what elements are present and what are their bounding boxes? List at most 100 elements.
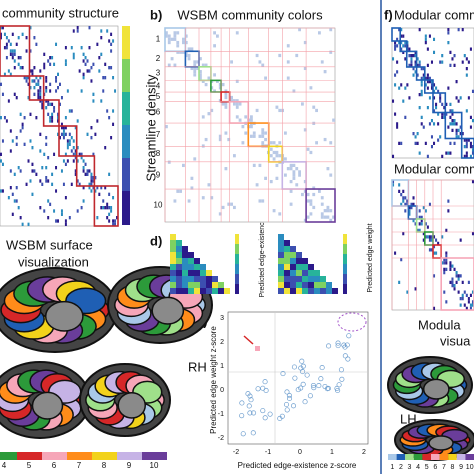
matrix-cell bbox=[187, 57, 191, 61]
matrix-cell bbox=[428, 238, 431, 242]
matrix-cell bbox=[424, 141, 427, 145]
matrix-cell bbox=[457, 274, 460, 278]
matrix-cell bbox=[441, 115, 444, 119]
tri-cell bbox=[308, 264, 314, 270]
matrix-cell bbox=[33, 79, 36, 83]
tri-cell bbox=[296, 288, 302, 294]
colorbar-label: 8 bbox=[102, 461, 107, 470]
matrix-cell bbox=[92, 186, 95, 190]
matrix-cell bbox=[422, 67, 425, 71]
matrix-cell bbox=[108, 172, 111, 176]
matrix-cell bbox=[309, 212, 313, 216]
tri-cell bbox=[170, 258, 176, 264]
matrix-cell bbox=[15, 42, 18, 46]
matrix-cell bbox=[312, 186, 316, 190]
matrix-cell bbox=[60, 209, 63, 213]
tri-cell bbox=[188, 270, 194, 276]
matrix-cell bbox=[465, 109, 468, 113]
scatter-point bbox=[298, 385, 304, 391]
matrix-cell bbox=[428, 122, 431, 126]
matrix-cell bbox=[406, 199, 409, 203]
matrix-cell bbox=[465, 138, 468, 142]
matrix-cell bbox=[207, 183, 211, 187]
matrix-cell bbox=[471, 300, 474, 304]
matrix-cell bbox=[284, 173, 287, 177]
tri-cell bbox=[170, 246, 176, 252]
tri-cell bbox=[278, 258, 284, 264]
matrix-cell bbox=[289, 189, 293, 193]
matrix-cell bbox=[416, 57, 419, 61]
brain bbox=[0, 267, 118, 353]
tri-cell bbox=[188, 282, 194, 288]
row-label: 8 bbox=[156, 149, 161, 158]
matrix-cell bbox=[449, 115, 452, 119]
scatter-point bbox=[286, 393, 292, 399]
matrix-cell bbox=[414, 60, 417, 64]
matrix-cell bbox=[3, 72, 6, 76]
matrix-cell bbox=[412, 202, 415, 206]
colorbar-segment bbox=[67, 452, 92, 460]
matrix-cell bbox=[92, 176, 95, 180]
matrix-cell bbox=[455, 132, 458, 136]
matrix-cell bbox=[68, 139, 71, 143]
matrix-cell bbox=[70, 109, 73, 113]
matrix-cell bbox=[424, 37, 427, 41]
matrix-cell bbox=[430, 235, 433, 239]
scatter-point bbox=[260, 385, 266, 391]
matrix-cell bbox=[66, 142, 69, 146]
matrix-cell bbox=[298, 170, 301, 174]
matrix-cell bbox=[9, 42, 12, 46]
matrix-cell bbox=[455, 96, 458, 100]
matrix-cell bbox=[19, 112, 22, 116]
tri-cell bbox=[176, 240, 182, 246]
matrix-cell bbox=[227, 137, 231, 142]
scatter-point bbox=[251, 410, 257, 416]
matrix-cell bbox=[455, 135, 458, 139]
matrix-cell bbox=[433, 50, 436, 54]
matrix-cell bbox=[55, 79, 58, 83]
matrix-cell bbox=[303, 179, 307, 184]
matrix-cell bbox=[15, 136, 18, 140]
matrix-cell bbox=[443, 261, 446, 265]
matrix-cell bbox=[461, 293, 464, 297]
row-label: 9 bbox=[156, 171, 161, 180]
matrix-cell bbox=[49, 82, 52, 86]
matrix-cell bbox=[412, 132, 415, 136]
matrix-cell bbox=[41, 106, 44, 110]
matrix-cell bbox=[269, 179, 273, 184]
colorbar-segment bbox=[92, 452, 117, 460]
matrix-cell bbox=[471, 151, 474, 155]
matrix-cell bbox=[463, 54, 466, 58]
matrix-cell bbox=[255, 183, 259, 187]
matrix-cell bbox=[412, 54, 415, 58]
matrix-cell bbox=[45, 106, 48, 110]
matrix-cell bbox=[114, 219, 117, 223]
matrix-cell bbox=[451, 284, 454, 288]
matrix-cell bbox=[76, 146, 79, 150]
matrix-cell bbox=[106, 109, 109, 113]
y-tick-label: 3 bbox=[220, 315, 224, 322]
matrix-cell bbox=[451, 277, 454, 281]
matrix-cell bbox=[420, 67, 423, 71]
matrix-cell bbox=[303, 40, 307, 45]
panel-c-title: visualization bbox=[18, 254, 89, 269]
y-tick-label: -2 bbox=[218, 435, 224, 442]
row-label: 3 bbox=[156, 69, 161, 78]
tri-cell bbox=[170, 252, 176, 258]
matrix-cell bbox=[469, 47, 472, 51]
matrix-cell bbox=[66, 89, 69, 93]
matrix-cell bbox=[400, 141, 403, 145]
matrix-cell bbox=[88, 69, 91, 73]
matrix-cell bbox=[441, 235, 444, 239]
matrix-cell bbox=[418, 93, 421, 97]
block-box bbox=[405, 50, 418, 68]
matrix-cell bbox=[445, 300, 448, 304]
matrix-cell bbox=[258, 199, 262, 203]
matrix-cell bbox=[182, 37, 185, 41]
matrix-cell bbox=[303, 66, 307, 71]
matrix-cell bbox=[404, 86, 407, 90]
matrix-cell bbox=[3, 46, 6, 50]
matrix-cell bbox=[39, 149, 42, 153]
matrix-cell bbox=[47, 99, 50, 103]
matrix-cell bbox=[264, 76, 267, 80]
